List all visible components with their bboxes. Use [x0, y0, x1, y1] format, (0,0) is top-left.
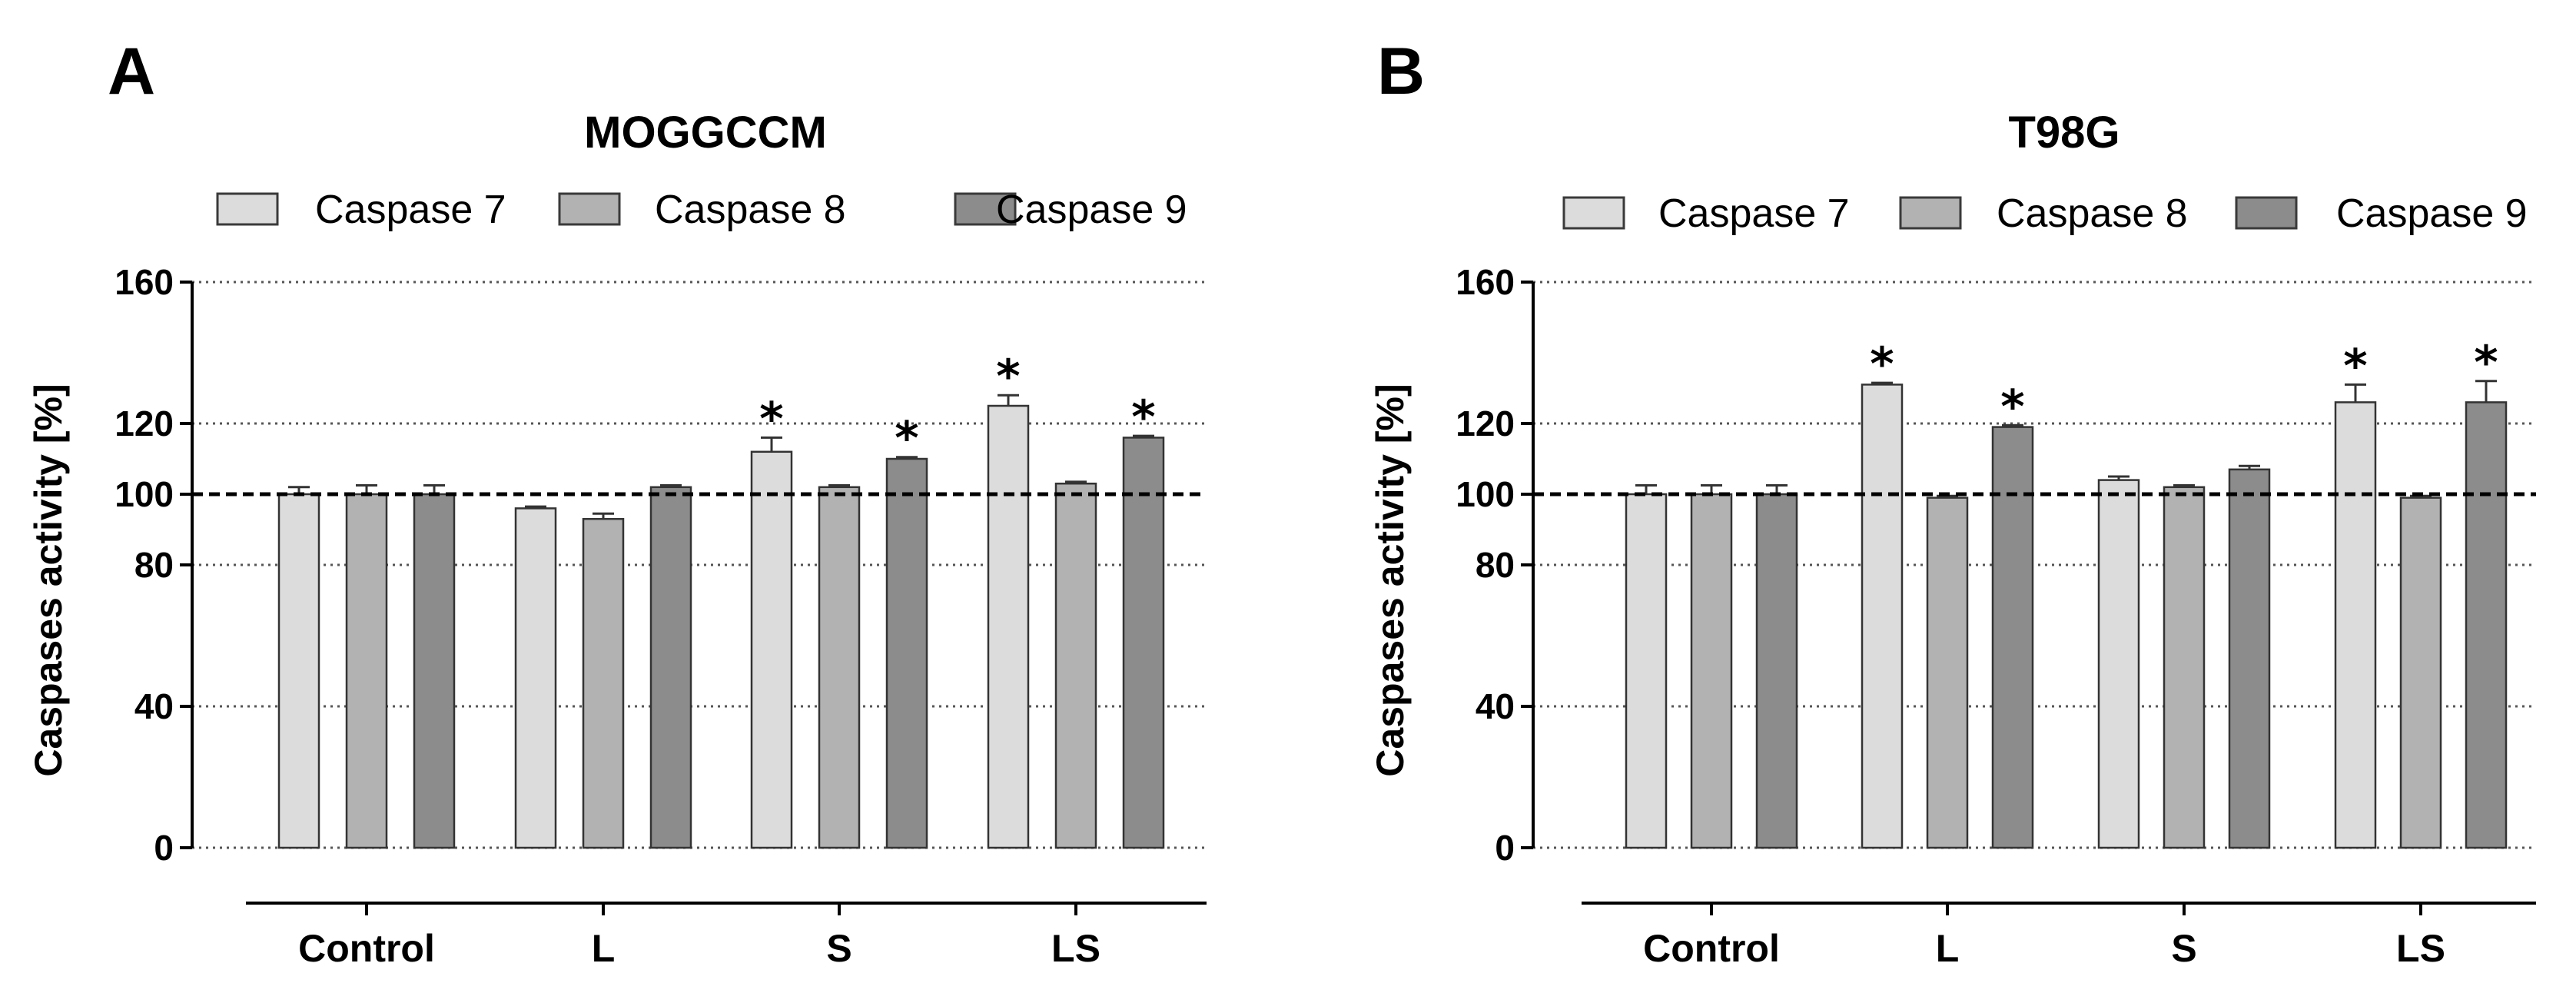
- y-tick-label: 0: [1495, 828, 1515, 868]
- significance-marker: *: [895, 412, 918, 466]
- significance-marker: *: [2474, 336, 2498, 390]
- panel-letter: A: [108, 35, 155, 108]
- legend-label: Caspase 7: [1658, 191, 1850, 236]
- y-tick-label: 40: [134, 686, 174, 726]
- legend-swatch: [2235, 196, 2298, 230]
- legend-swatch: [1562, 196, 1625, 230]
- y-tick-label: 100: [1456, 474, 1515, 514]
- x-tick-label: LS: [1051, 927, 1100, 970]
- bar: [1861, 384, 1904, 849]
- bar: [413, 493, 456, 849]
- y-tick-label: 120: [115, 404, 174, 443]
- legend-swatch: [954, 192, 1017, 226]
- x-tick-label: S: [826, 927, 851, 970]
- bar: [2334, 401, 2377, 849]
- bar: [2163, 486, 2206, 849]
- bar: [885, 457, 928, 849]
- x-tick-label: L: [1936, 927, 1960, 970]
- y-axis-label: Caspases activity [%]: [1369, 384, 1412, 776]
- bar: [649, 486, 692, 849]
- y-tick-label: 100: [115, 474, 174, 514]
- legend-swatch: [558, 192, 621, 226]
- significance-marker: *: [2000, 380, 2024, 433]
- chart-title: T98G: [2008, 108, 2120, 158]
- bar: [514, 507, 557, 849]
- y-tick-label: 80: [1476, 545, 1515, 585]
- legend-label: Caspase 9: [996, 188, 1187, 232]
- significance-marker: *: [1870, 337, 1894, 391]
- legend-label: Caspase 9: [2336, 191, 2528, 236]
- y-tick-label: 40: [1476, 686, 1515, 726]
- bar: [2097, 479, 2140, 849]
- x-tick-label: LS: [2396, 927, 2445, 970]
- significance-marker: *: [759, 392, 783, 446]
- bar: [818, 486, 861, 849]
- legend-swatch: [1899, 196, 1962, 230]
- bar: [1625, 493, 1668, 849]
- x-tick-label: S: [2171, 927, 2196, 970]
- chart-title: MOGGCCM: [584, 108, 827, 158]
- legend-swatch: [216, 192, 279, 226]
- bar: [750, 450, 793, 849]
- significance-marker: *: [1131, 390, 1155, 444]
- bar: [2399, 497, 2442, 849]
- y-tick-label: 120: [1456, 404, 1515, 443]
- y-axis-label: Caspases activity [%]: [27, 384, 70, 776]
- bar: [1690, 493, 1733, 849]
- bar: [1122, 437, 1165, 849]
- bar: [1755, 493, 1798, 849]
- y-tick-label: 80: [134, 545, 174, 585]
- panel-letter: B: [1377, 35, 1425, 108]
- bar: [1926, 497, 1969, 849]
- significance-marker: *: [996, 350, 1020, 404]
- chart-panel-a: A MOGGCCM Caspase 7 Caspase 8 Caspase 9 * * * * 0…: [27, 35, 1207, 970]
- legend-label: Caspase 7: [315, 188, 506, 232]
- bar: [2228, 468, 2271, 849]
- chart-panel-b: B T98G Caspase 7 Caspase 8 Caspase 9 * * * * 0 40 8…: [1369, 35, 2536, 970]
- bar: [2465, 401, 2508, 849]
- bar: [277, 493, 320, 849]
- x-tick-label: Control: [1643, 927, 1780, 970]
- legend-label: Caspase 8: [1997, 191, 2188, 236]
- bar: [1054, 482, 1097, 849]
- x-tick-label: L: [592, 927, 616, 970]
- y-tick-label: 0: [154, 828, 174, 868]
- x-tick-label: Control: [298, 927, 435, 970]
- y-tick-label: 160: [1456, 262, 1515, 302]
- y-tick-label: 160: [115, 262, 174, 302]
- bar: [987, 404, 1030, 849]
- legend-label: Caspase 8: [655, 188, 846, 232]
- significance-marker: *: [2343, 339, 2367, 393]
- bar: [582, 517, 625, 849]
- bar: [345, 493, 388, 849]
- bar: [1991, 426, 2034, 849]
